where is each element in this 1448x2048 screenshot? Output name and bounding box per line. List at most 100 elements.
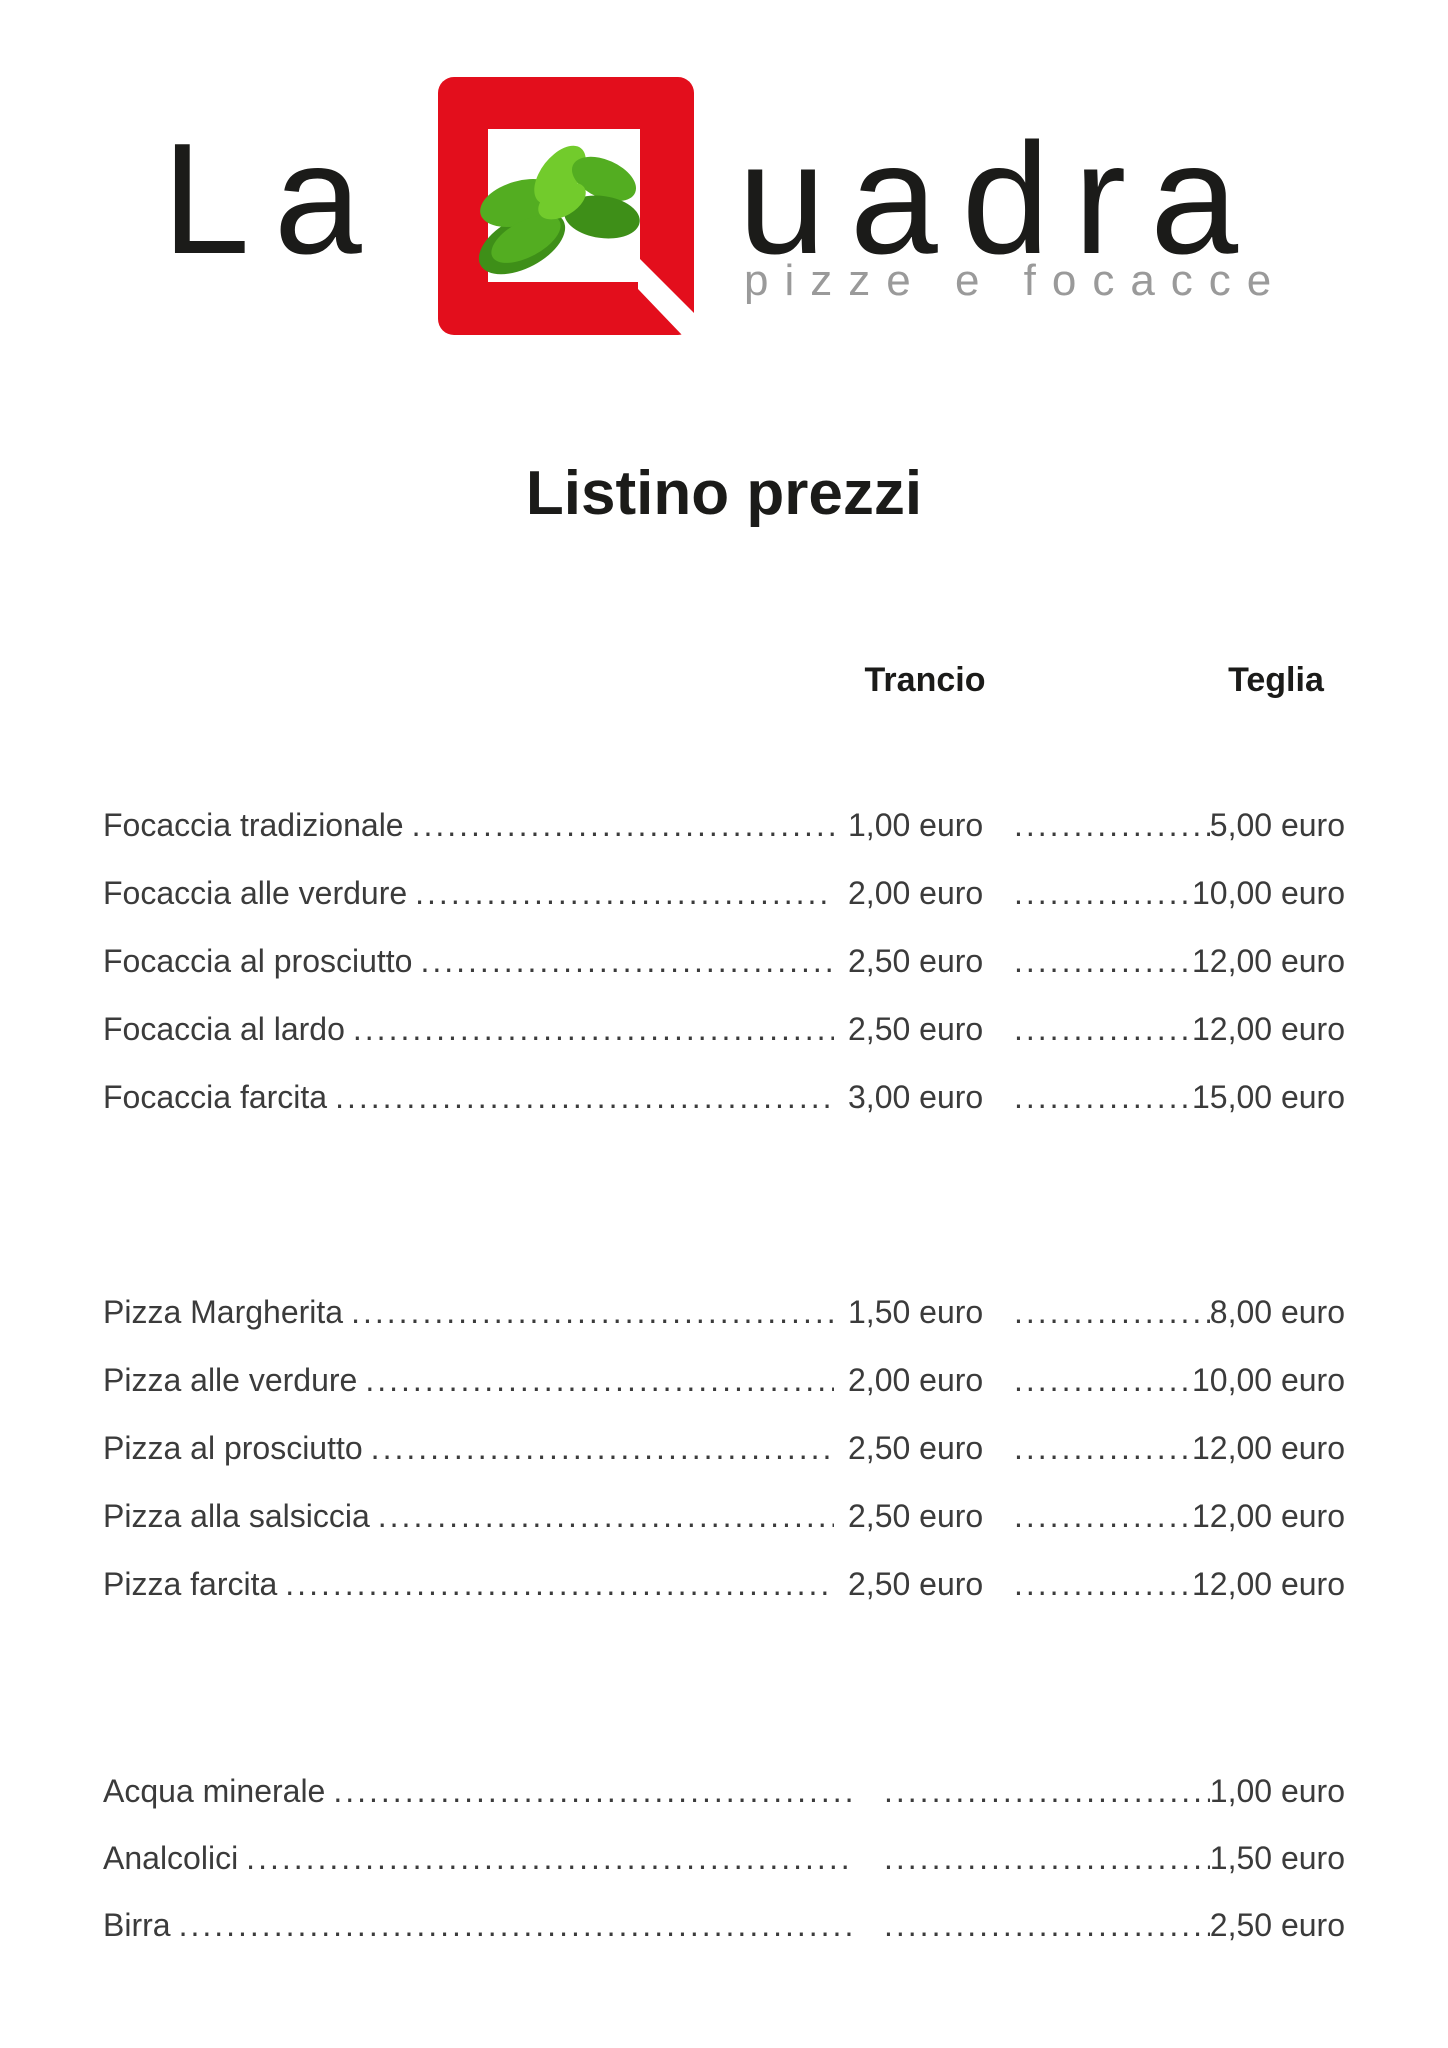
menu-section-focacce: Focaccia tradizionale1,00 euro5,00 euroF… [103, 791, 1345, 1131]
red-q-square-logo [438, 77, 694, 335]
dot-leader [1014, 1432, 1192, 1464]
item-name-segment: Pizza alle verdure [103, 1364, 848, 1396]
item-name: Pizza Margherita [103, 1294, 344, 1330]
item-price-trancio: 2,00 euro [848, 1362, 984, 1398]
dot-leader [415, 877, 834, 909]
menu-item-row: Analcolici 1,50 euro [103, 1824, 1345, 1891]
menu-item-row: Focaccia tradizionale 1,00 euro 5,00 euro [103, 791, 1345, 859]
menu-item-row: Pizza Margherita 1,50 euro 8,00 euro [103, 1278, 1345, 1346]
item-price: 1,00 euro [1209, 1772, 1345, 1809]
dot-leader [365, 1364, 834, 1396]
dot-leader [179, 1909, 854, 1941]
item-name-segment: Focaccia farcita [103, 1081, 848, 1113]
menu-item-row: Pizza alle verdure 2,00 euro 10,00 euro [103, 1346, 1345, 1414]
item-name: Analcolici [103, 1839, 239, 1876]
item-price-trancio: 2,50 euro [848, 1566, 984, 1602]
item-price-teglia: 10,00 euro [1191, 1362, 1345, 1398]
item-price-teglia: 5,00 euro [1209, 807, 1345, 843]
item-price-teglia: 8,00 euro [1209, 1294, 1345, 1330]
menu-item-row: Pizza farcita 2,50 euro 12,00 euro [103, 1550, 1345, 1618]
dot-leader [335, 1081, 834, 1113]
dot-leader [420, 945, 834, 977]
dot-leader [351, 1296, 834, 1328]
item-name: Pizza al prosciutto [103, 1430, 363, 1466]
item-price-teglia: 10,00 euro [1191, 875, 1345, 911]
dot-leader [1014, 1500, 1192, 1532]
item-name: Birra [103, 1906, 171, 1943]
item-price-trancio: 2,00 euro [848, 875, 984, 911]
item-name: Focaccia al prosciutto [103, 943, 413, 979]
item-name: Pizza alla salsiccia [103, 1498, 370, 1534]
dot-leader [1014, 1081, 1192, 1113]
page-title: Listino prezzi [525, 459, 923, 528]
item-name: Pizza alle verdure [103, 1362, 358, 1398]
item-price-trancio: 2,50 euro [848, 943, 984, 979]
item-price-trancio: 3,00 euro [848, 1079, 984, 1115]
dot-leader [884, 1842, 1210, 1874]
menu-item-row: Pizza al prosciutto 2,50 euro 12,00 euro [103, 1414, 1345, 1482]
item-price-teglia: 12,00 euro [1191, 1498, 1345, 1534]
dot-leader [378, 1500, 834, 1532]
menu-item-row: Focaccia alle verdure 2,00 euro 10,00 euro [103, 859, 1345, 927]
item-price-trancio: 2,50 euro [848, 1011, 984, 1047]
item-price-teglia: 12,00 euro [1191, 943, 1345, 979]
item-name: Acqua minerale [103, 1772, 326, 1809]
menu-item-row: Birra 2,50 euro [103, 1891, 1345, 1958]
dot-leader [1014, 809, 1210, 841]
item-price: 1,50 euro [1209, 1839, 1345, 1876]
logo-tagline: pizze e focacce [744, 256, 1288, 305]
item-name: Focaccia farcita [103, 1079, 328, 1115]
dot-leader [1014, 1568, 1192, 1600]
item-name-segment: Focaccia al prosciutto [103, 945, 848, 977]
dot-leader [353, 1013, 834, 1045]
item-price-teglia: 12,00 euro [1191, 1430, 1345, 1466]
logo-text-prefix: La [162, 111, 386, 287]
dot-leader [1014, 1364, 1192, 1396]
menu-section-bevande: Acqua minerale 1,00 euro Analcolici 1,50 eu… [103, 1757, 1345, 1958]
logo-text-suffix: uadra [738, 111, 1263, 287]
dot-leader [1014, 1296, 1210, 1328]
item-name: Focaccia alle verdure [103, 875, 408, 911]
item-price-teglia: 12,00 euro [1191, 1566, 1345, 1602]
dot-leader [412, 809, 834, 841]
item-price-trancio: 2,50 euro [848, 1498, 984, 1534]
item-name-segment: Pizza farcita [103, 1568, 848, 1600]
dot-leader [246, 1842, 854, 1874]
item-name-segment: Focaccia tradizionale [103, 809, 848, 841]
column-header-trancio: Trancio [864, 661, 986, 699]
dot-leader [371, 1432, 834, 1464]
item-price-trancio: 1,50 euro [848, 1294, 984, 1330]
item-name-segment: Pizza Margherita [103, 1296, 848, 1328]
dot-leader [884, 1775, 1210, 1807]
dot-leader [285, 1568, 834, 1600]
item-name-segment: Acqua minerale [103, 1775, 868, 1807]
item-name-segment: Focaccia al lardo [103, 1013, 848, 1045]
item-name-segment: Pizza al prosciutto [103, 1432, 848, 1464]
q-square-graphic [438, 77, 694, 335]
item-price: 2,50 euro [1209, 1906, 1345, 1943]
item-name: Focaccia tradizionale [103, 807, 404, 843]
dot-leader [1014, 877, 1192, 909]
menu-item-row: Focaccia al lardo 2,50 euro 12,00 euro [103, 995, 1345, 1063]
dot-leader [1014, 1013, 1192, 1045]
item-price-teglia: 15,00 euro [1191, 1079, 1345, 1115]
item-price-trancio: 2,50 euro [848, 1430, 984, 1466]
menu-item-row: Focaccia al prosciutto 2,50 euro 12,00 eur… [103, 927, 1345, 995]
item-name: Focaccia al lardo [103, 1011, 345, 1047]
column-header-teglia: Teglia [1228, 661, 1324, 699]
item-name-segment: Focaccia alle verdure [103, 877, 848, 909]
menu-item-row: Focaccia farcita 3,00 euro 15,00 euro [103, 1063, 1345, 1131]
menu-item-row: Acqua minerale 1,00 euro [103, 1757, 1345, 1824]
menu-section-pizze: Pizza Margherita1,50 euro8,00 euroPizza … [103, 1278, 1345, 1618]
dot-leader [1014, 945, 1192, 977]
dot-leader [884, 1909, 1210, 1941]
item-name-segment: Pizza alla salsiccia [103, 1500, 848, 1532]
item-name-segment: Analcolici [103, 1842, 868, 1874]
item-price-trancio: 1,00 euro [848, 807, 984, 843]
dot-leader [333, 1775, 854, 1807]
item-name-segment: Birra [103, 1909, 868, 1941]
item-name: Pizza farcita [103, 1566, 278, 1602]
item-price-teglia: 12,00 euro [1191, 1011, 1345, 1047]
menu-item-row: Pizza alla salsiccia 2,50 euro 12,00 euro [103, 1482, 1345, 1550]
